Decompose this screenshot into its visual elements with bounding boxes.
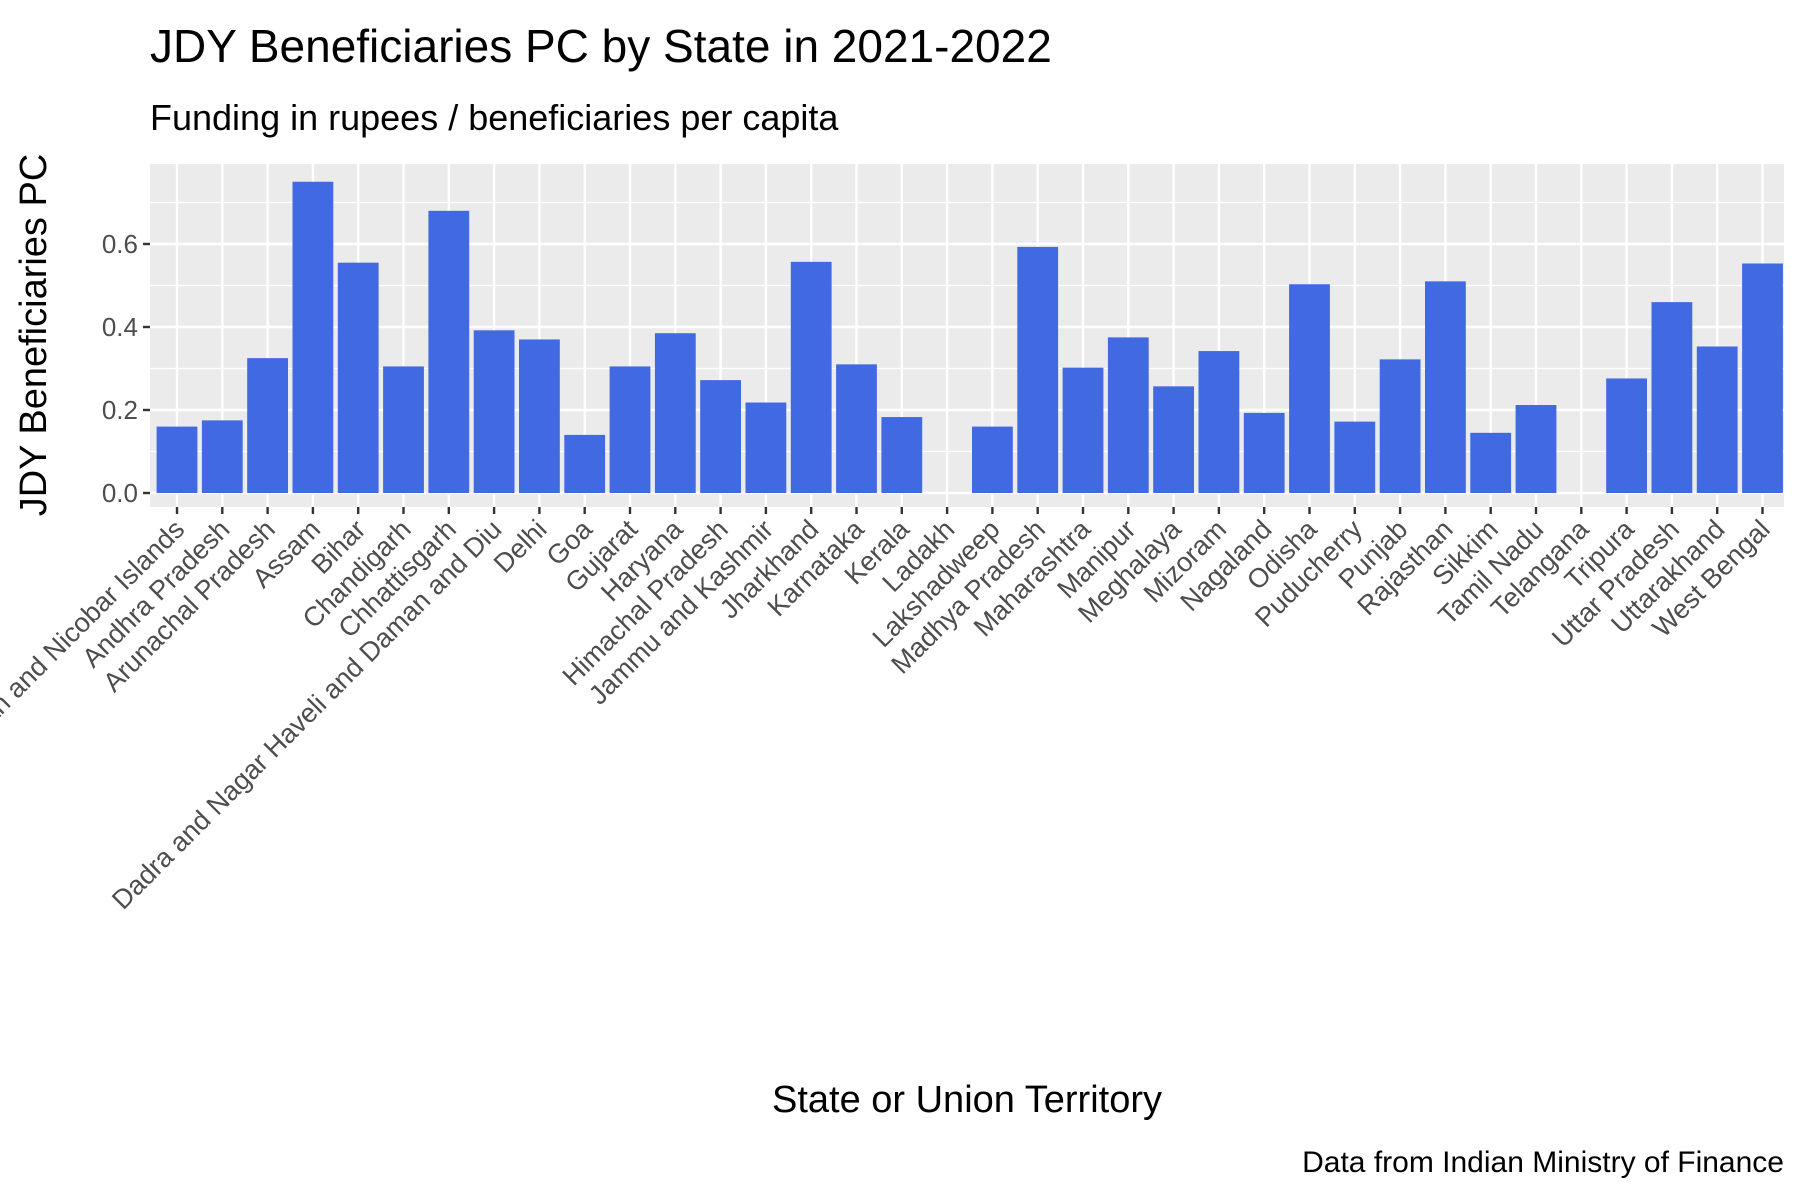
bar: [972, 426, 1013, 493]
bar: [201, 420, 243, 493]
y-tick-label: 0.6: [102, 229, 138, 259]
x-axis-title: State or Union Territory: [772, 1079, 1162, 1121]
y-tick-label: 0.2: [102, 395, 138, 425]
bar: [473, 330, 515, 493]
y-axis: 0.0 0.2 0.4 0.6: [102, 229, 150, 508]
bar: [1651, 302, 1693, 493]
bar: [428, 210, 470, 494]
bars: [156, 181, 1783, 494]
bar: [1107, 337, 1149, 493]
bar: [1062, 367, 1104, 493]
chart-subtitle: Funding in rupees / beneficiaries per ca…: [150, 97, 839, 138]
y-tick-label: 0.4: [102, 312, 138, 342]
bar: [790, 261, 832, 493]
bar: [1289, 284, 1330, 493]
bar: [564, 434, 606, 493]
bar: [1017, 246, 1059, 493]
bar: [654, 333, 696, 493]
y-axis-title: JDY Beneficiaries PC: [13, 154, 55, 517]
bar: [836, 364, 877, 493]
bar: [337, 262, 379, 493]
y-tick-label: 0.0: [102, 478, 138, 508]
bar: [1425, 281, 1466, 493]
bar: [1379, 359, 1421, 493]
bar: [700, 380, 741, 493]
bar: [519, 339, 560, 493]
bar: [1243, 412, 1285, 493]
bar: [1515, 405, 1557, 493]
bar: [1198, 351, 1240, 493]
bar: [1153, 386, 1194, 493]
chart-title: JDY Beneficiaries PC by State in 2021-20…: [150, 20, 1052, 72]
bar: [247, 358, 288, 493]
bar: [292, 181, 334, 493]
bar: [1470, 432, 1512, 493]
bar: [156, 426, 198, 493]
bar: [383, 366, 424, 493]
bar: [1606, 378, 1647, 493]
bar: [1742, 263, 1783, 493]
bar: [745, 402, 787, 493]
bar: [1334, 421, 1376, 493]
bar: [881, 417, 923, 493]
chart-caption: Data from Indian Ministry of Finance: [1302, 1146, 1784, 1179]
x-tick-label: Delhi: [488, 514, 553, 579]
bar: [609, 366, 651, 493]
bar: [1696, 346, 1738, 493]
